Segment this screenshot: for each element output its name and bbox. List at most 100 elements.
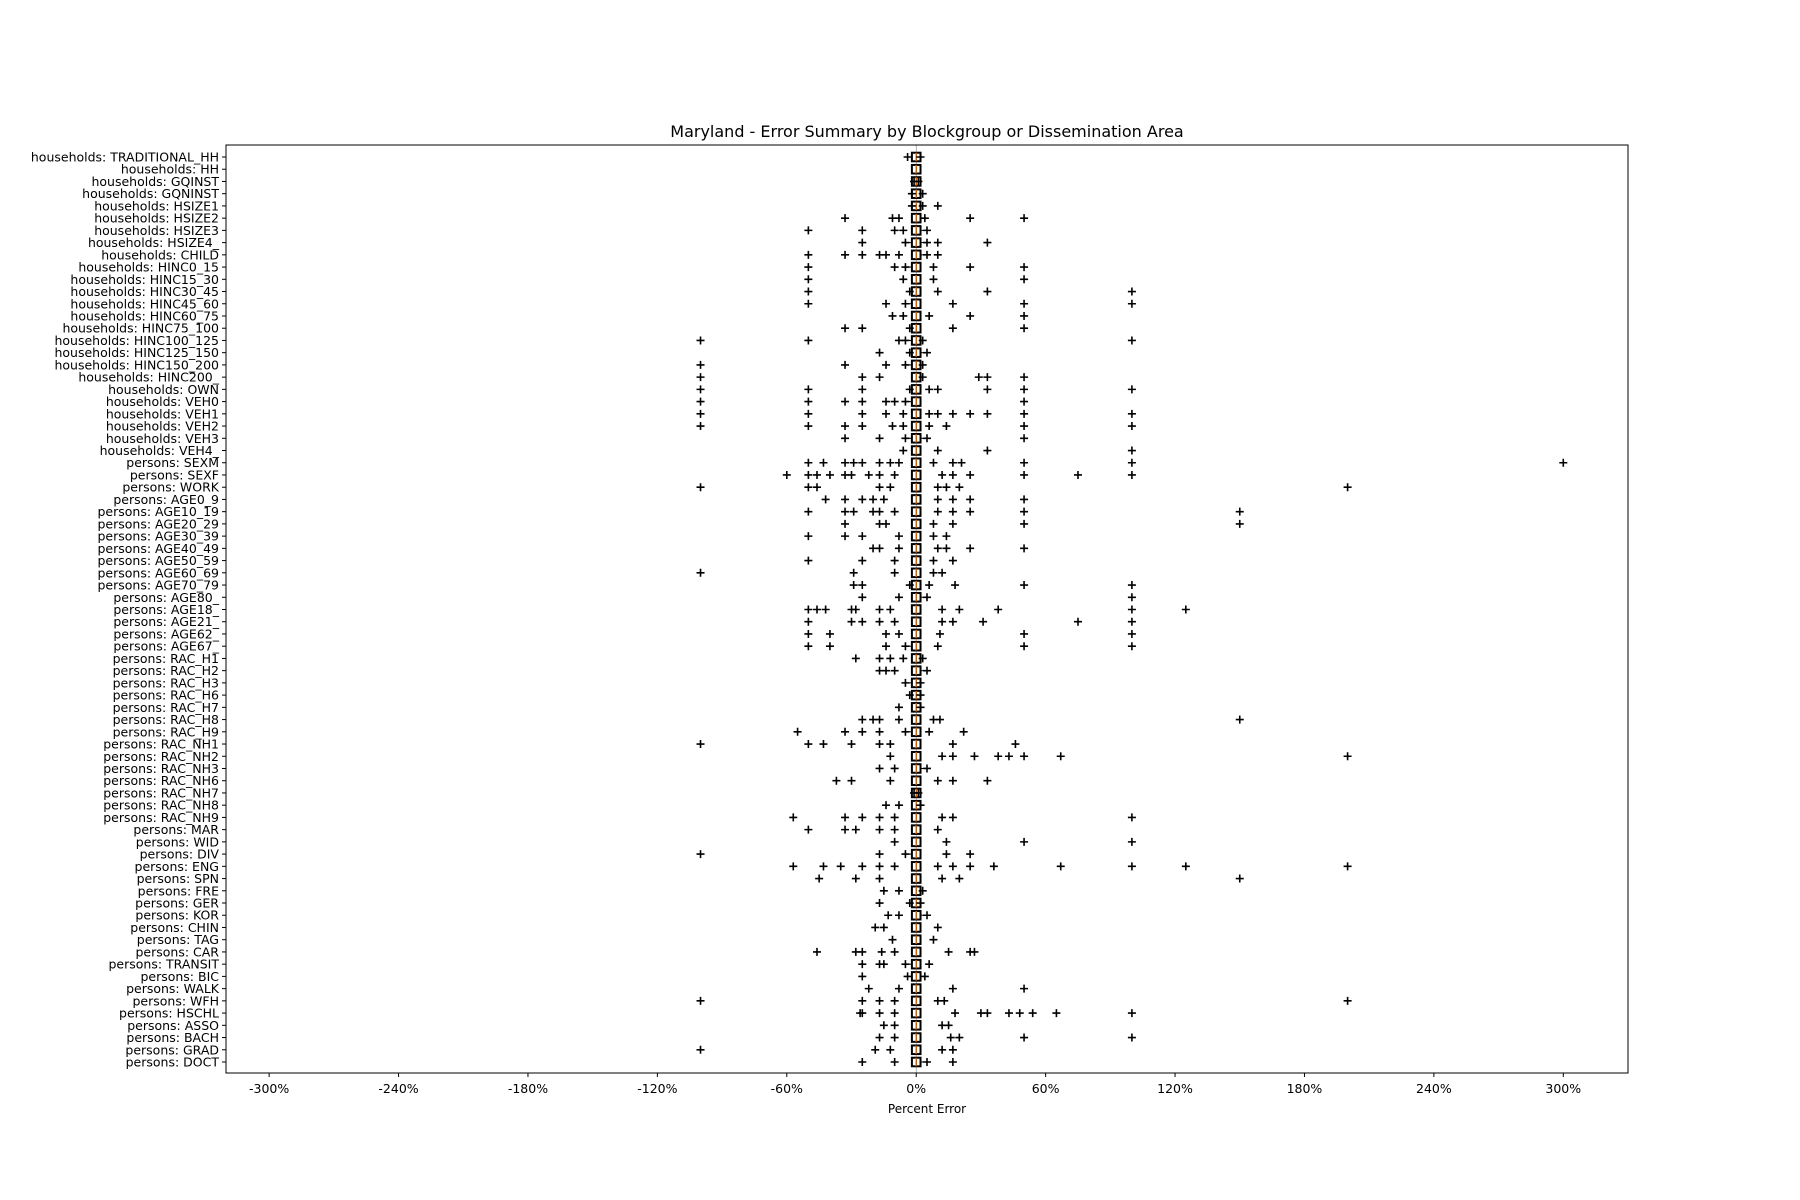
outlier-marker (901, 238, 910, 247)
outlier-marker (832, 776, 841, 785)
x-axis-label: Percent Error (888, 1102, 966, 1116)
box-group (696, 481, 1352, 493)
y-tick-label: persons: MAR (133, 822, 219, 837)
outlier-marker (836, 862, 845, 871)
outlier-marker (894, 629, 903, 638)
outlier-marker (1127, 446, 1136, 455)
outlier-marker (858, 532, 867, 541)
box-group (841, 433, 1029, 444)
outlier-marker (858, 581, 867, 590)
outlier-marker (944, 1021, 953, 1030)
box-group (858, 1056, 957, 1068)
outlier-marker (1020, 984, 1029, 993)
outlier-marker (841, 434, 850, 443)
y-tick-label: persons: RAC_H8 (113, 712, 219, 727)
box-group (696, 396, 1029, 407)
outlier-marker (841, 507, 850, 516)
outlier-marker (841, 519, 850, 528)
outlier-marker (884, 911, 893, 920)
outlier-marker (890, 813, 899, 822)
outlier-marker (804, 483, 813, 492)
outlier-marker (1127, 617, 1136, 626)
outlier-marker (942, 483, 951, 492)
outlier-marker (966, 470, 975, 479)
outlier-marker (929, 275, 938, 284)
y-tick-label: persons: CAR (135, 944, 219, 959)
outlier-marker (929, 458, 938, 467)
outlier-marker (907, 201, 916, 210)
y-tick-label: persons: TAG (137, 932, 219, 947)
outlier-marker (696, 483, 705, 492)
outlier-marker (847, 470, 856, 479)
outlier-marker (890, 862, 899, 871)
outlier-marker (858, 715, 867, 724)
y-tick-label: persons: AGE18_ (113, 602, 219, 617)
outlier-marker (899, 226, 908, 235)
outlier-marker (875, 373, 884, 382)
y-tick-label: persons: TRANSIT (108, 957, 219, 972)
box-group (875, 897, 925, 909)
box-group (901, 677, 925, 689)
x-tick-label: 300% (1545, 1081, 1581, 1096)
y-tick-label: persons: DIV (140, 847, 220, 862)
x-tick-label: 0% (906, 1081, 926, 1096)
outlier-marker (804, 507, 813, 516)
outlier-marker (901, 360, 910, 369)
outlier-marker (858, 1058, 867, 1066)
outlier-marker (804, 458, 813, 467)
outlier-marker (858, 593, 867, 602)
outlier-marker (1020, 752, 1029, 761)
outlier-marker (894, 593, 903, 602)
outlier-marker (970, 947, 979, 956)
outlier-marker (894, 544, 903, 553)
outlier-marker (804, 740, 813, 749)
outlier-marker (875, 1009, 884, 1018)
y-tick-label: households: TRADITIONAL_HH (31, 150, 219, 165)
outlier-marker (804, 532, 813, 541)
outlier-marker (879, 495, 888, 504)
outlier-marker (875, 825, 884, 834)
outlier-marker (918, 654, 927, 663)
outlier-marker (841, 422, 850, 431)
y-tick-label: persons: AGE40_49 (97, 541, 219, 556)
outlier-marker (916, 703, 925, 712)
box-group (841, 212, 1029, 224)
y-tick-label: persons: WFH (133, 993, 220, 1008)
y-tick-label: persons: AGE67_ (113, 639, 219, 654)
outlier-marker (933, 483, 942, 492)
box-group (789, 861, 1352, 872)
outlier-marker (1020, 458, 1029, 467)
box-group (812, 946, 979, 958)
outlier-marker (918, 336, 927, 345)
outlier-marker (1127, 470, 1136, 479)
y-tick-label: persons: AGE0_9 (113, 492, 219, 507)
outlier-marker (948, 617, 957, 626)
box-group (875, 347, 931, 358)
outlier-marker (890, 764, 899, 773)
outlier-marker (948, 409, 957, 418)
outlier-marker (966, 507, 975, 516)
outlier-marker (1127, 605, 1136, 614)
x-tick-label: 240% (1416, 1081, 1452, 1096)
outlier-marker (804, 336, 813, 345)
outlier-marker (851, 874, 860, 883)
outlier-marker (696, 568, 705, 577)
y-tick-label: households: HINC60_75 (70, 308, 219, 323)
box-group (888, 934, 938, 945)
box-group (858, 591, 1136, 603)
outlier-marker (1020, 299, 1029, 308)
outlier-marker (851, 654, 860, 663)
outlier-marker (1020, 519, 1029, 528)
outlier-marker (789, 813, 798, 822)
outlier-marker (929, 263, 938, 272)
y-tick-label: households: OWN (108, 382, 219, 397)
y-tick-label: households: VEH4_ (100, 443, 220, 458)
outlier-marker (948, 1058, 957, 1066)
x-tick-label: -180% (508, 1081, 548, 1096)
outlier-marker (1020, 422, 1029, 431)
y-tick-label: persons: AGE62_ (113, 626, 219, 641)
outlier-marker (923, 666, 931, 675)
outlier-marker (929, 519, 938, 528)
outlier-marker (1004, 1009, 1013, 1018)
outlier-marker (1052, 1009, 1061, 1018)
